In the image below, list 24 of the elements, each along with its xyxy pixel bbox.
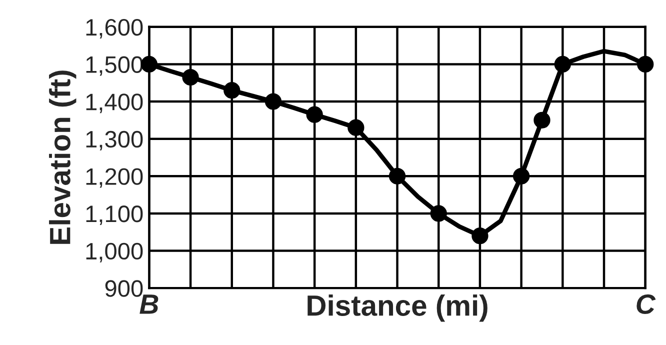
y-tick-label: 1,100	[86, 206, 143, 226]
point	[637, 56, 654, 73]
point	[534, 112, 550, 129]
y-tick-label: 1,200	[86, 168, 143, 188]
point	[430, 205, 447, 222]
y-tick-label: 1,500	[86, 56, 143, 76]
point	[306, 106, 323, 123]
x-tick-label: C	[636, 294, 656, 314]
y-axis-title: Elevation (ft)	[49, 70, 76, 244]
point	[182, 68, 199, 86]
point	[472, 228, 488, 244]
x-axis-title: Distance (mi)	[308, 294, 488, 322]
point	[388, 168, 406, 184]
point	[554, 56, 571, 73]
point	[224, 82, 240, 99]
point	[512, 168, 530, 184]
y-tick-label: 1,600	[86, 18, 143, 38]
point	[348, 119, 364, 136]
y-tick-label: 1,300	[86, 130, 143, 150]
point	[264, 93, 282, 110]
y-tick-label: 900	[105, 280, 143, 297]
x-tick-label: B	[140, 294, 158, 314]
y-tick-label: 1,000	[86, 242, 143, 262]
y-tick-label: 1,400	[86, 94, 143, 114]
